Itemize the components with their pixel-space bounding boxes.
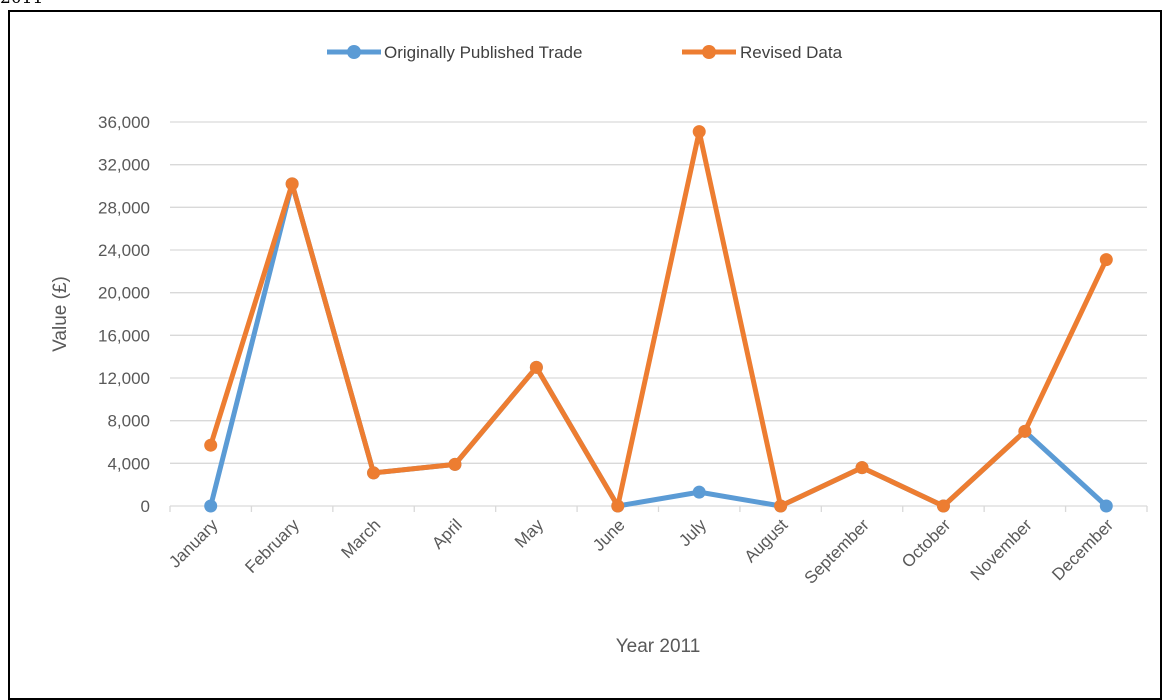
header-fragment: 2011 xyxy=(0,0,43,8)
data-point xyxy=(204,438,218,452)
data-point xyxy=(1099,499,1113,513)
y-tick-label: 0 xyxy=(141,497,150,516)
x-tick-label: January xyxy=(165,515,222,572)
data-point xyxy=(774,499,788,513)
x-tick-label: September xyxy=(801,515,873,587)
data-point xyxy=(529,360,543,374)
y-tick-label: 4,000 xyxy=(107,454,150,473)
y-tick-label: 28,000 xyxy=(98,198,150,217)
x-tick-label: April xyxy=(428,515,465,552)
series-lines xyxy=(204,125,1113,513)
x-tick-label: October xyxy=(898,515,954,571)
x-tick-label: November xyxy=(967,515,1036,584)
x-axis-title: Year 2011 xyxy=(616,636,701,657)
x-tick-label: March xyxy=(338,515,385,562)
legend-marker-revised-data xyxy=(702,45,716,59)
y-tick-label: 32,000 xyxy=(98,156,150,175)
x-tick-label: June xyxy=(589,515,629,555)
data-point xyxy=(285,177,299,191)
data-point xyxy=(611,499,625,513)
data-point xyxy=(692,485,706,499)
data-point xyxy=(1018,424,1032,438)
data-point xyxy=(367,466,381,480)
x-tick-label: May xyxy=(511,515,547,551)
legend: Originally Published Trade Revised Data xyxy=(327,43,843,62)
data-point xyxy=(855,461,869,475)
legend-label-originally-published: Originally Published Trade xyxy=(384,43,582,62)
data-point xyxy=(1099,253,1113,267)
y-tick-labels: 0 4,000 8,000 12,000 16,000 20,000 24,000 28,00… xyxy=(98,113,150,516)
x-tick-label: July xyxy=(675,515,710,550)
y-axis-title: Value (£) xyxy=(50,276,71,352)
data-point xyxy=(936,499,950,513)
legend-marker-originally-published xyxy=(347,45,361,59)
data-point xyxy=(204,499,218,513)
x-tick-label: August xyxy=(741,515,792,566)
y-tick-label: 36,000 xyxy=(98,113,150,132)
y-tick-label: 24,000 xyxy=(98,241,150,260)
line-chart: 0 4,000 8,000 12,000 16,000 20,000 24,000 28,00… xyxy=(50,43,1148,657)
series-line-1 xyxy=(208,129,1109,509)
data-point xyxy=(692,125,706,139)
y-tick-label: 16,000 xyxy=(98,326,150,345)
y-tick-label: 12,000 xyxy=(98,369,150,388)
series-line-0 xyxy=(208,181,1108,509)
data-point xyxy=(448,457,462,471)
y-tick-label: 8,000 xyxy=(107,412,150,431)
x-tick-label: February xyxy=(241,515,303,577)
chart-frame xyxy=(8,10,1162,700)
x-tick-label: December xyxy=(1048,515,1117,584)
y-tick-label: 20,000 xyxy=(98,284,150,303)
legend-label-revised-data: Revised Data xyxy=(740,43,843,62)
x-tick-labels: January February March April May June July Augu… xyxy=(165,506,1148,588)
